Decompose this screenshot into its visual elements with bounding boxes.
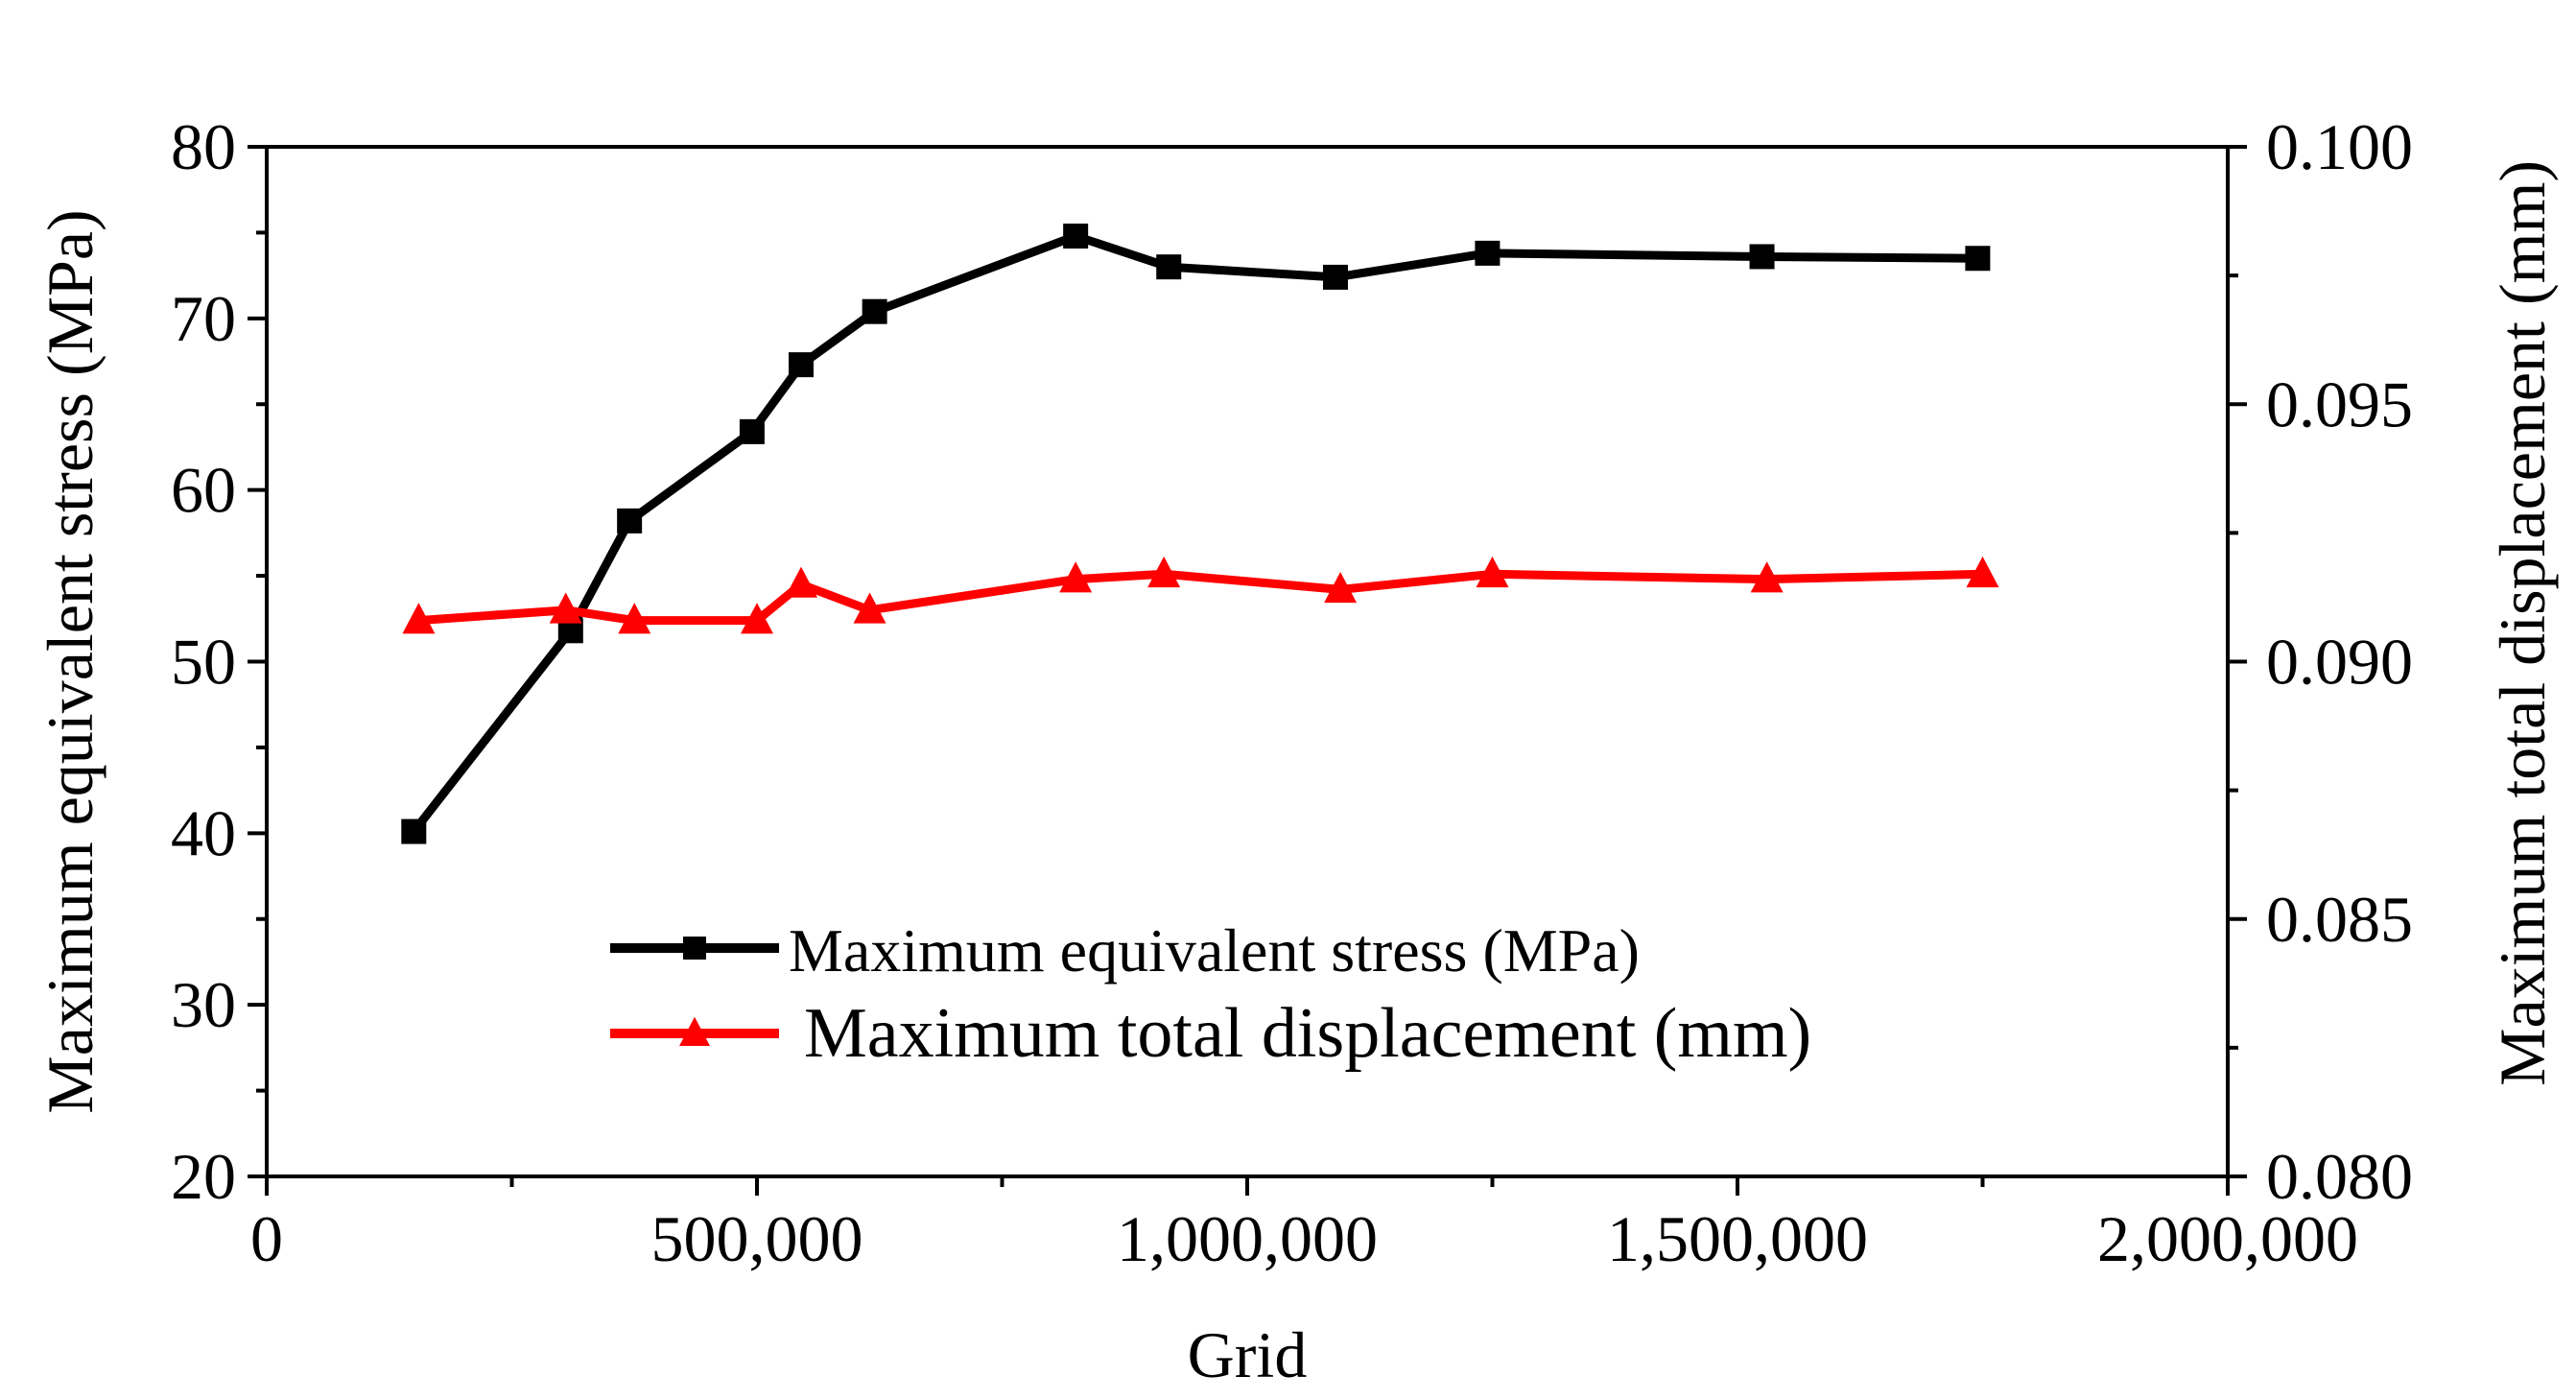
x-tick-label: 1,500,000 [1607,1202,1868,1275]
y-left-tick-label: 80 [171,110,236,183]
data-point [1156,254,1182,280]
data-point [853,592,886,624]
y-right-tick-label: 0.080 [2266,1140,2413,1213]
legend-label: Maximum total displacement (mm) [804,994,1811,1073]
series-line [418,569,1983,626]
data-point [401,819,427,844]
legend-marker [683,937,706,960]
data-point [739,418,765,444]
x-tick-label: 1,000,000 [1117,1202,1378,1275]
y-right-tick-label: 0.085 [2266,883,2413,956]
x-tick-label: 2,000,000 [2097,1202,2358,1275]
data-point [1059,561,1093,593]
y-right-tick-label: 0.090 [2266,626,2413,699]
data-point [1965,246,1991,272]
legend-marker [679,1016,710,1046]
data-point [549,592,582,624]
data-point [788,352,814,378]
x-axis-title: Grid [1188,1318,1308,1391]
y-left-tick-label: 50 [171,626,236,699]
x-tick-label: 0 [250,1202,283,1275]
legend: Maximum equivalent stress (MPa) Maximum t… [610,916,1811,1073]
data-point [741,603,773,634]
legend-item-2: Maximum total displacement (mm) [610,994,1811,1073]
series-2 [402,556,1999,634]
data-point [784,566,817,598]
y-left-tick-label: 20 [171,1140,236,1213]
data-point [617,508,643,534]
y-left-tick-label: 70 [171,282,236,355]
data-point [1750,561,1784,593]
series-layer [401,223,1999,844]
data-point [618,603,651,634]
legend-label: Maximum equivalent stress (MPa) [789,916,1640,985]
data-point [1749,244,1775,270]
data-point [862,298,887,324]
data-point [1324,572,1358,604]
legend-item-1: Maximum equivalent stress (MPa) [610,916,1640,985]
data-point [1063,223,1089,249]
y-right-tick-label: 0.095 [2266,368,2413,440]
series-line [410,231,1978,835]
y-right-axis-title: Maximum total displacement (mm) [2486,160,2559,1086]
data-point [1966,556,1999,588]
y-left-tick-label: 60 [171,454,236,527]
series-1 [401,223,1991,844]
data-point [1476,556,1509,588]
y-left-tick-label: 40 [171,796,236,869]
y-left-tick-label: 30 [171,968,236,1041]
y-left-axis-title: Maximum equivalent stress (MPa) [34,209,106,1113]
y-right-tick-label: 0.100 [2266,110,2413,183]
data-point [1322,264,1348,290]
data-point [402,603,436,634]
data-point [1475,240,1501,266]
axes: 0 500,000 1,000,000 1,500,000 2,000,000 20 30 4… [34,110,2559,1391]
x-tick-label: 500,000 [651,1202,863,1275]
data-point [1147,556,1181,588]
